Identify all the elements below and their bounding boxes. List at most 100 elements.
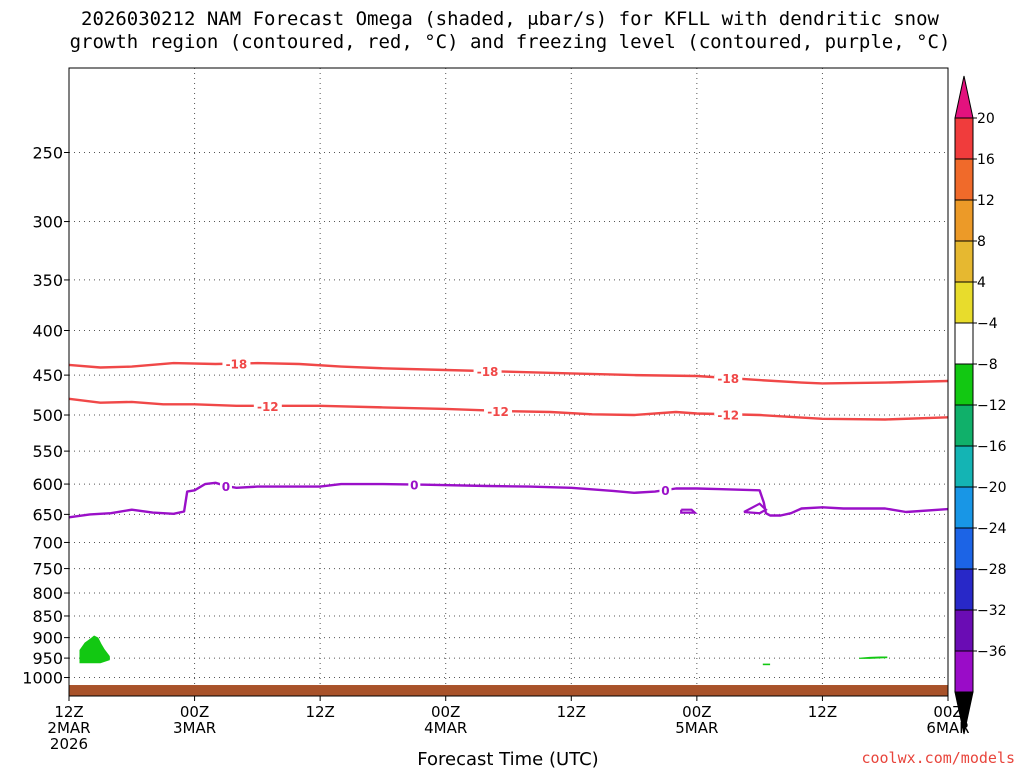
x-tick-label-72-1: 12Z (808, 703, 837, 721)
y-tick-label-300: 300 (32, 213, 63, 232)
colorbar-band-5 (954, 281, 974, 324)
contour-label-bg-1-3 (714, 370, 743, 386)
contour-label-bg-2-3 (714, 406, 743, 422)
y-tick-label-1000: 1000 (22, 669, 63, 688)
colorbar-band-9 (954, 445, 974, 488)
colorbar-label-9: −16 (977, 439, 1007, 455)
y-tick-label-450: 450 (32, 366, 63, 385)
y-axis-ticks: 250 300 350 400 450 500 550 600 650 700 750 800 850 9… (22, 144, 69, 688)
y-tick-label-850: 850 (32, 607, 63, 626)
colorbar-band-3 (954, 199, 974, 242)
omega-shading-layer (79, 635, 888, 666)
x-tick-label-12-2: 3MAR (173, 719, 216, 737)
contour-line-2 (68, 397, 949, 421)
contour-line-1 (68, 361, 949, 385)
x-tick-label-60-1: 00Z (682, 703, 711, 721)
contour-label-bg-3-1 (219, 477, 232, 493)
contour-label-bg-3-2 (408, 476, 421, 492)
colorbar-band-11 (954, 527, 974, 570)
x-tick-label-84-2: 6MAR (926, 719, 969, 737)
y-tick-label-900: 900 (32, 629, 63, 648)
colorbar-band-1 (954, 117, 974, 160)
x-tick-label-84-1: 00Z (933, 703, 962, 721)
credit-text: coolwx.com/models (861, 749, 1015, 767)
colorbar-band-6 (954, 322, 974, 365)
y-tick-label-500: 500 (32, 406, 63, 425)
x-tick-label-36-2: 4MAR (424, 719, 467, 737)
colorbar-band-8 (954, 404, 974, 447)
colorbar-label-4: 8 (977, 234, 986, 250)
contour-label-3-3: 0 (661, 484, 669, 498)
colorbar-band-7 (954, 363, 974, 406)
y-tick-label-250: 250 (32, 144, 63, 163)
omega-shaded-region-2 (762, 663, 771, 666)
x-tick-label-60-2: 5MAR (675, 719, 718, 737)
colorbar-band-14 (954, 650, 974, 693)
x-axis-label: Forecast Time (UTC) (417, 749, 598, 768)
contour-label-2-3: -12 (717, 408, 739, 422)
x-tick-label-24-1: 12Z (305, 703, 334, 721)
contour-label-1-1: -18 (226, 358, 248, 372)
colorbar-label-6: −4 (977, 316, 998, 332)
omega-shaded-region-3 (859, 656, 888, 659)
colorbar-label-2: 16 (977, 152, 995, 168)
chart-title: 2026030212 NAM Forecast Omega (shaded, μ… (70, 8, 951, 53)
colorbar-label-10: −20 (977, 480, 1007, 496)
contour-label-bg-2-1 (253, 397, 282, 413)
colorbar-band-12 (954, 568, 974, 611)
terrain-surface (69, 685, 948, 696)
x-tick-label-36-1: 00Z (431, 703, 460, 721)
y-tick-label-600: 600 (32, 475, 63, 494)
y-tick-label-750: 750 (32, 560, 63, 579)
plot-frame (68, 67, 949, 697)
contour-label-1-2: -18 (477, 365, 499, 379)
closed-contour-1 (680, 508, 698, 514)
colorbar-label-1: 20 (977, 111, 995, 127)
x-tick-label-48-1: 12Z (557, 703, 586, 721)
y-tick-label-400: 400 (32, 322, 63, 341)
contour-label-3-1: 0 (222, 480, 230, 494)
omega-shaded-region-1 (79, 635, 110, 664)
contour-label-1-3: -18 (717, 372, 739, 386)
contour-label-bg-1-1 (222, 355, 251, 371)
contour-label-2-2: -12 (487, 405, 509, 419)
colorbar-bottom-arrow (954, 691, 974, 735)
contour-line-3 (68, 481, 949, 519)
y-tick-label-650: 650 (32, 505, 63, 524)
colorbar-band-4 (954, 240, 974, 283)
closed-contour-2 (743, 502, 768, 515)
chart-title-line-1: 2026030212 NAM Forecast Omega (shaded, μ… (81, 8, 939, 30)
terrain-layer (69, 685, 948, 696)
y-tick-label-800: 800 (32, 584, 63, 603)
colorbar: 20 16 12 8 4 −4 −8 −12 −16 −20 −24 −28 −32 −36 (954, 75, 1007, 735)
colorbar-band-13 (954, 609, 974, 652)
colorbar-label-5: 4 (977, 275, 986, 291)
colorbar-label-11: −24 (977, 521, 1007, 537)
contour-label-3-2: 0 (410, 479, 418, 493)
colorbar-top-arrow (954, 75, 974, 119)
contour-label-bg-2-2 (484, 402, 513, 418)
colorbar-label-7: −8 (977, 357, 998, 373)
x-tick-label-0-1: 12Z (54, 703, 83, 721)
colorbar-label-12: −28 (977, 562, 1007, 578)
colorbar-label-13: −32 (977, 603, 1007, 619)
x-tick-label-0-3: 2026 (50, 735, 88, 753)
contour-label-2-1: -12 (257, 400, 279, 414)
y-tick-label-700: 700 (32, 533, 63, 552)
colorbar-band-2 (954, 158, 974, 201)
colorbar-label-14: −36 (977, 644, 1007, 660)
colorbar-label-8: −12 (977, 398, 1007, 414)
y-tick-label-950: 950 (32, 649, 63, 668)
contour-layer: -18 -18 -18 -12 -12 -12 0 0 0 (68, 355, 949, 519)
x-tick-label-12-1: 00Z (180, 703, 209, 721)
chart-title-line-2: growth region (contoured, red, °C) and f… (70, 31, 951, 53)
contour-label-bg-3-3 (659, 482, 672, 498)
y-tick-label-350: 350 (32, 271, 63, 290)
colorbar-label-3: 12 (977, 193, 995, 209)
y-tick-label-550: 550 (32, 442, 63, 461)
x-tick-label-0-2: 2MAR (47, 719, 90, 737)
contour-label-bg-1-2 (473, 363, 502, 379)
colorbar-band-10 (954, 486, 974, 529)
